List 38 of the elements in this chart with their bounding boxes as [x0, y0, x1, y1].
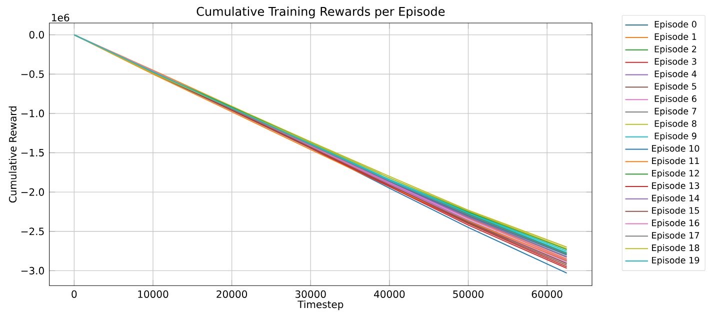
- legend-label: Episode 11: [652, 157, 699, 166]
- x-tick-label: 40000: [374, 290, 405, 298]
- legend-label: Episode 1: [654, 33, 696, 42]
- y-axis-title: Cumulative Reward: [8, 106, 17, 203]
- legend-label: Episode 16: [652, 219, 700, 228]
- legend-label: Episode 13: [652, 182, 700, 191]
- legend-label: Episode 15: [652, 206, 699, 216]
- legend-label: Episode 14: [652, 194, 700, 204]
- x-tick-label: 30000: [295, 290, 326, 298]
- legend-label: Episode 10: [652, 144, 700, 154]
- y-tick-label: −3.0: [21, 266, 44, 274]
- y-tick-label: 0.0: [29, 31, 44, 39]
- legend-label: Episode 12: [652, 170, 699, 178]
- legend-label: Episode 18: [652, 244, 700, 253]
- legend-label: Episode 5: [654, 82, 696, 92]
- y-tick-label: −0.5: [21, 70, 44, 78]
- x-tick-label: 50000: [453, 290, 484, 298]
- y-tick-label: −2.5: [21, 228, 44, 236]
- x-tick-label: 60000: [532, 290, 562, 298]
- legend-label: Episode 17: [652, 232, 700, 240]
- legend-label: Episode 8: [654, 120, 696, 129]
- y-tick-label: −1.5: [21, 149, 44, 156]
- x-axis-title: Timestep: [298, 300, 344, 310]
- legend-label: Episode 7: [654, 108, 696, 116]
- x-tick-label: 10000: [138, 290, 168, 298]
- legend-label: Episode 19: [652, 256, 700, 266]
- chart-title: Cumulative Training Rewards per Episode: [196, 6, 445, 18]
- x-tick-label: 20000: [216, 290, 248, 298]
- legend-label: Episode 3: [654, 58, 696, 66]
- x-tick-label: 0: [72, 290, 77, 298]
- y-tick-label: −1.0: [21, 110, 44, 118]
- legend-label: Episode 2: [654, 46, 696, 54]
- legend-label: Episode 0: [654, 20, 696, 30]
- legend-label: Episode 4: [654, 70, 696, 79]
- legend-label: Episode 9: [654, 132, 696, 142]
- y-tick-label: −2.0: [21, 188, 44, 196]
- legend-label: Episode 6: [654, 95, 696, 104]
- text: 1e6: [52, 14, 70, 22]
